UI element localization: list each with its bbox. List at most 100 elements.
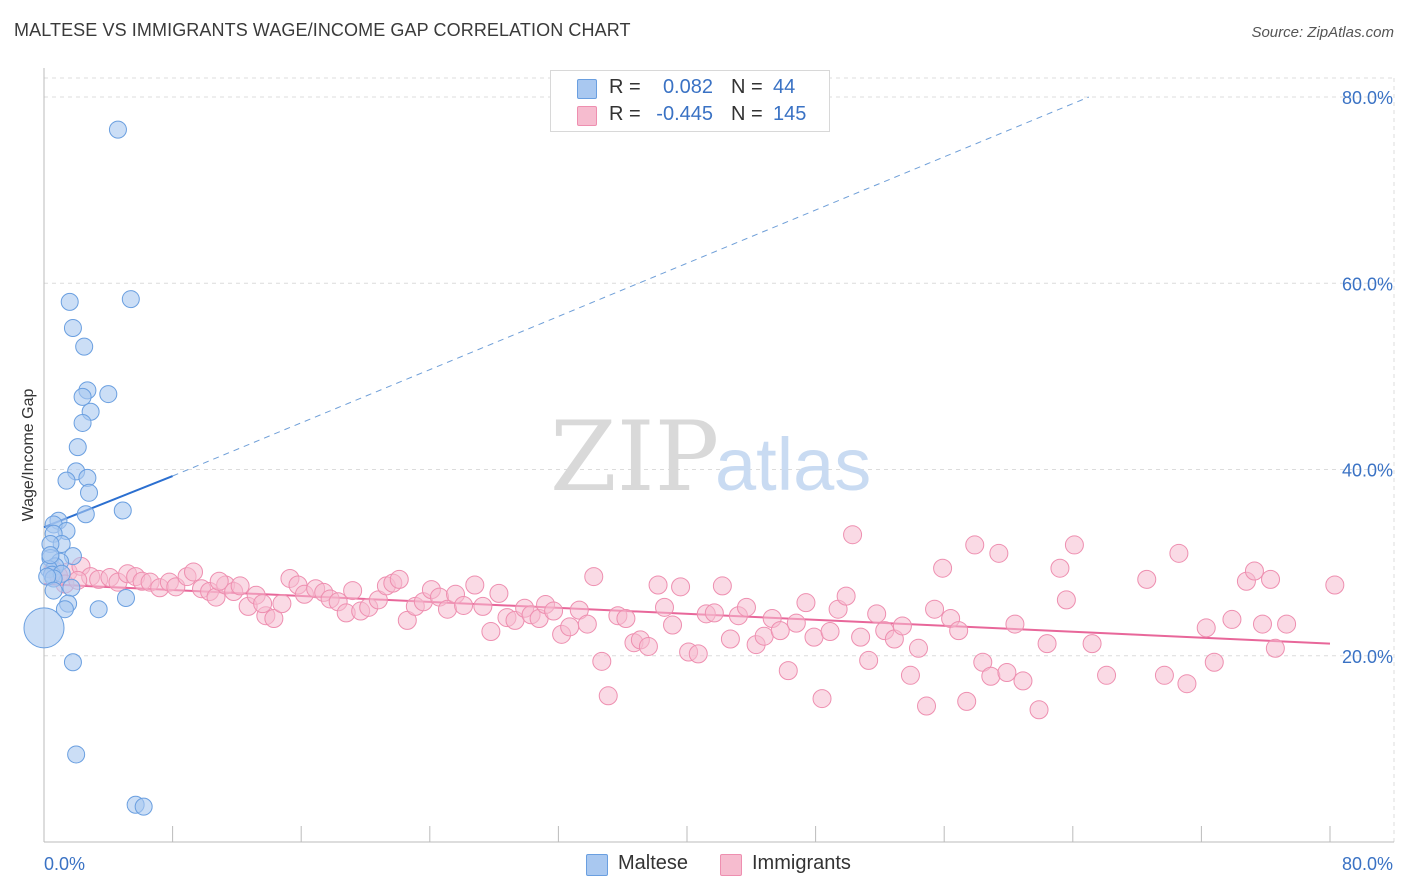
immigrants-point [343,581,363,601]
immigrants-point [1261,569,1281,589]
immigrants-point [1177,674,1197,694]
maltese-swatch [577,79,597,99]
maltese-point [73,387,92,406]
immigrants-point [1029,700,1049,720]
immigrants-point [1050,558,1070,578]
maltese-point [63,653,82,672]
maltese-point [89,600,108,619]
maltese-point [67,745,86,764]
maltese-point [41,546,60,565]
immigrants-point [1325,575,1345,595]
immigrants-point [209,571,229,591]
immigrants-point [1244,561,1264,581]
maltese-point [75,337,94,356]
immigrants-point [712,576,732,596]
immigrants-point [481,622,501,642]
immigrants-point [638,636,658,656]
maltese-point [57,471,76,490]
immigrants-point [1252,614,1272,634]
immigrants-point [1169,543,1189,563]
immigrants-point [1265,638,1285,658]
legend-row-maltese: R = 0.082 N = 44 [551,75,829,101]
immigrants-point [592,651,612,671]
immigrants-point [544,601,564,621]
immigrants-point [981,666,1001,686]
maltese-point [68,438,87,457]
maltese-point [134,797,153,816]
immigrants-point [997,663,1017,683]
immigrants-point [183,562,203,582]
immigrants-point [465,575,485,595]
immigrants-point [1154,665,1174,685]
maltese-point [121,290,140,309]
maltese-point [62,578,81,597]
immigrants-point [1056,590,1076,610]
immigrants-point [820,622,840,642]
n-label: N = [731,76,763,98]
immigrants-point [770,621,790,641]
y-tick-label: 80.0% [1342,88,1393,108]
immigrants-point [648,575,668,595]
y-axis-label: Wage/Income Gap [20,389,37,522]
r-value: 0.082 [662,76,713,98]
immigrants-point [1137,569,1157,589]
immigrants-point [804,627,824,647]
immigrants-swatch [720,854,742,876]
maltese-point [23,607,65,649]
immigrants-point [1005,614,1025,634]
n-value: 145 [773,103,807,125]
maltese-point [73,413,92,432]
maltese-swatch [586,854,608,876]
source-label: Source: ZipAtlas.com [1251,24,1394,41]
immigrants-point [957,691,977,711]
chart-title: MALTESE VS IMMIGRANTS WAGE/INCOME GAP CO… [14,20,631,40]
y-tick-label: 60.0% [1342,274,1393,294]
maltese-point [116,589,135,608]
immigrants-point [230,576,250,596]
immigrants-point [671,577,691,597]
immigrants-point [598,686,618,706]
legend-label: Maltese [618,852,689,874]
immigrants-point [1277,614,1297,634]
immigrants-points [44,525,1345,720]
immigrants-point [1037,634,1057,654]
watermark-zip: ZIP [550,401,719,513]
immigrants-swatch [577,106,597,126]
immigrants-point [908,638,928,658]
immigrants-point [720,629,740,649]
correlation-legend: R = 0.082 N = 44 R = -0.445 N = 145 [550,70,830,132]
n-label: N = [731,103,763,125]
maltese-point [44,581,63,600]
maltese-point [55,600,74,619]
maltese-point [63,318,82,337]
immigrants-point [933,558,953,578]
immigrants-point [1064,535,1084,555]
immigrants-point [560,617,580,637]
immigrants-point [1222,609,1242,629]
immigrants-point [867,604,887,624]
maltese-point [78,468,97,487]
immigrants-point [949,621,969,641]
trend-lines [43,96,1331,645]
immigrants-point [836,586,856,606]
maltese-point [108,120,127,139]
maltese-points [23,120,153,816]
immigrants-point [454,595,474,615]
maltese-point [113,501,132,520]
watermark-atlas: atlas [715,423,871,506]
immigrants-point [965,535,985,555]
legend-label: Immigrants [752,852,851,874]
immigrants-point [900,665,920,685]
maltese-point [80,483,99,502]
watermark: ZIP atlas [550,401,871,513]
legend-row-immigrants: R = -0.445 N = 145 [551,102,829,128]
r-label: R = [609,103,641,125]
x-tick-label: 0.0% [44,854,85,874]
y-tick-label: 40.0% [1342,461,1393,481]
immigrants-point [859,650,879,670]
immigrants-point [843,525,863,545]
immigrants-point [736,597,756,617]
immigrants-point [925,599,945,619]
immigrants-point [389,569,409,589]
